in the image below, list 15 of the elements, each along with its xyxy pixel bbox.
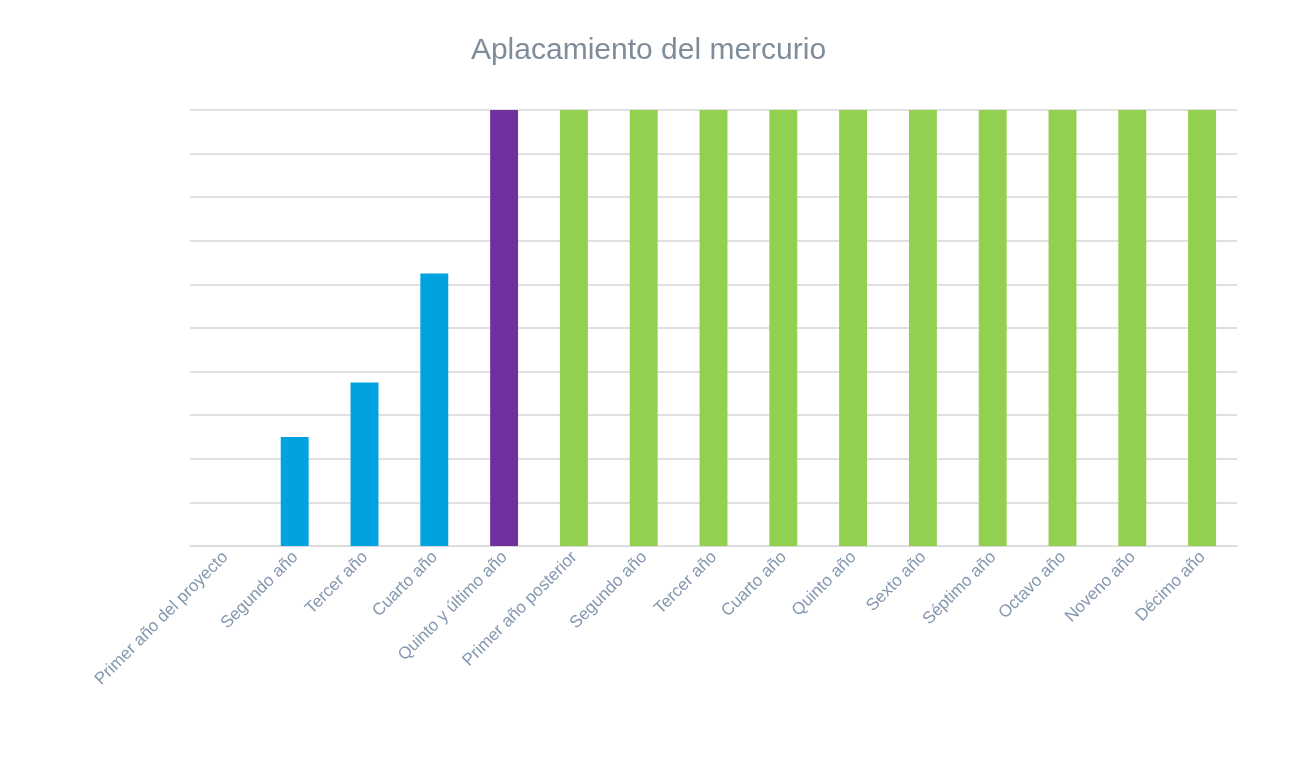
bar bbox=[420, 273, 449, 546]
bar bbox=[769, 110, 798, 546]
bar bbox=[629, 110, 658, 546]
bar bbox=[490, 110, 519, 546]
bar bbox=[350, 382, 379, 546]
bar bbox=[1118, 110, 1147, 546]
bar bbox=[839, 110, 868, 546]
bar bbox=[559, 110, 588, 546]
bar bbox=[978, 110, 1007, 546]
bar bbox=[908, 110, 937, 546]
chart-title: Aplacamiento del mercurio bbox=[470, 31, 827, 65]
bar bbox=[1048, 110, 1077, 546]
bar bbox=[699, 110, 728, 546]
bar bbox=[1188, 110, 1217, 546]
bar bbox=[280, 437, 309, 546]
